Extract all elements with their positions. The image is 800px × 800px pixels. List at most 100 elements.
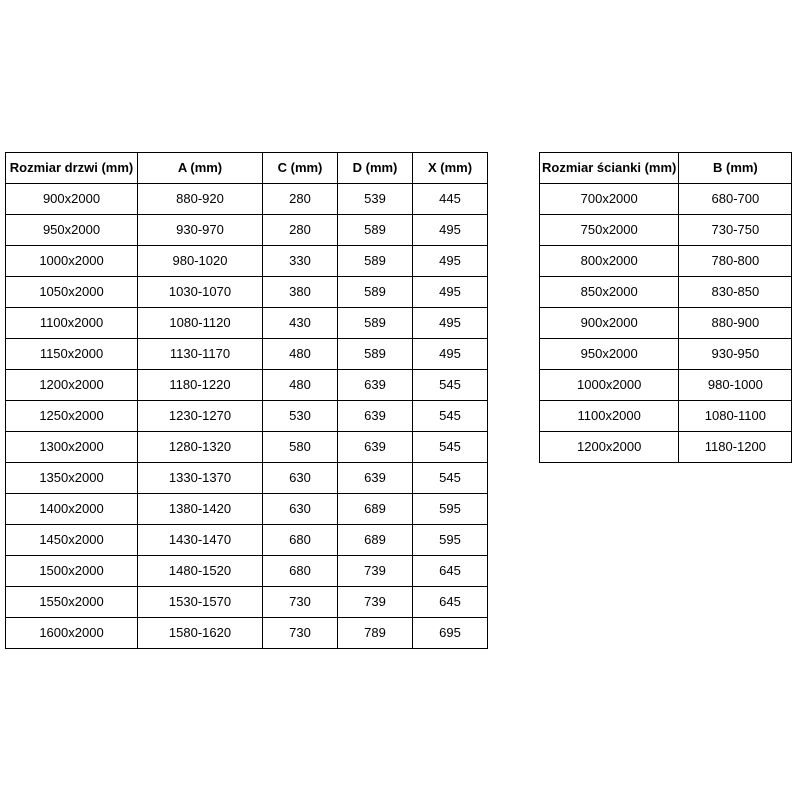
table-cell: 1000x2000 [5,245,138,277]
table-cell: 630 [262,493,338,525]
table-row: 1550x2000 1530-1570 730 739 645 [5,586,488,618]
door-size-table-body: 900x2000 880-920 280 539 445 950x2000 930-970 2… [5,183,488,649]
table-cell: 830-850 [678,276,793,308]
table-cell: 1450x2000 [5,524,138,556]
table-cell: 980-1000 [678,369,793,401]
table-cell: 595 [412,524,488,556]
table-cell: 689 [337,524,413,556]
table-cell: 1350x2000 [5,462,138,494]
table-cell: 1130-1170 [137,338,263,370]
table-cell: 580 [262,431,338,463]
table-cell: 900x2000 [538,307,680,339]
table-cell: 645 [412,586,488,618]
table-cell: 739 [337,555,413,587]
table-cell: 1300x2000 [5,431,138,463]
table-row: 1100x2000 1080-1100 [538,400,793,432]
table-cell: 495 [412,245,488,277]
table-cell: 980-1020 [137,245,263,277]
table-cell: 680-700 [678,183,793,215]
table-row: 1150x2000 1130-1170 480 589 495 [5,338,488,370]
table-cell: 695 [412,617,488,649]
table-cell: 680 [262,524,338,556]
wall-size-table-body: 700x2000 680-700 750x2000 730-750 800x2000 78… [538,183,793,463]
wall-size-table-header: Rozmiar ścianki (mm) B (mm) [538,152,793,184]
table-cell: 680 [262,555,338,587]
table-cell: 1550x2000 [5,586,138,618]
table-cell: 589 [337,338,413,370]
table-row: 850x2000 830-850 [538,276,793,308]
column-header: D (mm) [337,152,413,184]
table-cell: 589 [337,245,413,277]
column-header: C (mm) [262,152,338,184]
table-cell: 780-800 [678,245,793,277]
table-cell: 930-970 [137,214,263,246]
table-cell: 1280-1320 [137,431,263,463]
table-row: 1200x2000 1180-1220 480 639 545 [5,369,488,401]
column-header: Rozmiar ścianki (mm) [538,152,680,184]
table-cell: 280 [262,183,338,215]
table-cell: 1480-1520 [137,555,263,587]
table-cell: 950x2000 [538,338,680,370]
table-row: 950x2000 930-950 [538,338,793,370]
table-row: 1450x2000 1430-1470 680 689 595 [5,524,488,556]
table-cell: 1330-1370 [137,462,263,494]
table-cell: 700x2000 [538,183,680,215]
header-row: Rozmiar ścianki (mm) B (mm) [538,152,793,184]
table-cell: 530 [262,400,338,432]
table-cell: 330 [262,245,338,277]
table-cell: 689 [337,493,413,525]
table-row: 1350x2000 1330-1370 630 639 545 [5,462,488,494]
table-cell: 589 [337,307,413,339]
table-cell: 789 [337,617,413,649]
table-row: 1000x2000 980-1020 330 589 495 [5,245,488,277]
table-row: 1500x2000 1480-1520 680 739 645 [5,555,488,587]
table-row: 900x2000 880-920 280 539 445 [5,183,488,215]
table-row: 1600x2000 1580-1620 730 789 695 [5,617,488,649]
table-cell: 1430-1470 [137,524,263,556]
column-header: Rozmiar drzwi (mm) [5,152,138,184]
table-row: 950x2000 930-970 280 589 495 [5,214,488,246]
table-row: 900x2000 880-900 [538,307,793,339]
table-row: 1050x2000 1030-1070 380 589 495 [5,276,488,308]
table-cell: 639 [337,462,413,494]
table-cell: 545 [412,369,488,401]
table-cell: 495 [412,307,488,339]
table-cell: 1500x2000 [5,555,138,587]
table-cell: 930-950 [678,338,793,370]
table-row: 1400x2000 1380-1420 630 689 595 [5,493,488,525]
table-cell: 1200x2000 [538,431,680,463]
table-cell: 495 [412,276,488,308]
table-cell: 880-920 [137,183,263,215]
table-cell: 380 [262,276,338,308]
table-cell: 1400x2000 [5,493,138,525]
table-cell: 589 [337,276,413,308]
table-cell: 1050x2000 [5,276,138,308]
table-cell: 730 [262,586,338,618]
table-cell: 1080-1100 [678,400,793,432]
table-cell: 1250x2000 [5,400,138,432]
table-cell: 430 [262,307,338,339]
table-cell: 1150x2000 [5,338,138,370]
table-cell: 1100x2000 [5,307,138,339]
table-cell: 1180-1200 [678,431,793,463]
table-cell: 1380-1420 [137,493,263,525]
table-cell: 545 [412,462,488,494]
table-cell: 595 [412,493,488,525]
table-cell: 1030-1070 [137,276,263,308]
table-cell: 1230-1270 [137,400,263,432]
table-cell: 1000x2000 [538,369,680,401]
table-cell: 645 [412,555,488,587]
table-cell: 950x2000 [5,214,138,246]
table-cell: 639 [337,400,413,432]
table-cell: 900x2000 [5,183,138,215]
column-header: X (mm) [412,152,488,184]
table-cell: 1580-1620 [137,617,263,649]
table-cell: 639 [337,431,413,463]
table-cell: 480 [262,369,338,401]
table-cell: 495 [412,214,488,246]
table-cell: 730 [262,617,338,649]
door-size-table: Rozmiar drzwi (mm) A (mm) C (mm) D (mm) X (m… [5,152,488,649]
table-row: 1300x2000 1280-1320 580 639 545 [5,431,488,463]
table-cell: 639 [337,369,413,401]
table-cell: 1080-1120 [137,307,263,339]
